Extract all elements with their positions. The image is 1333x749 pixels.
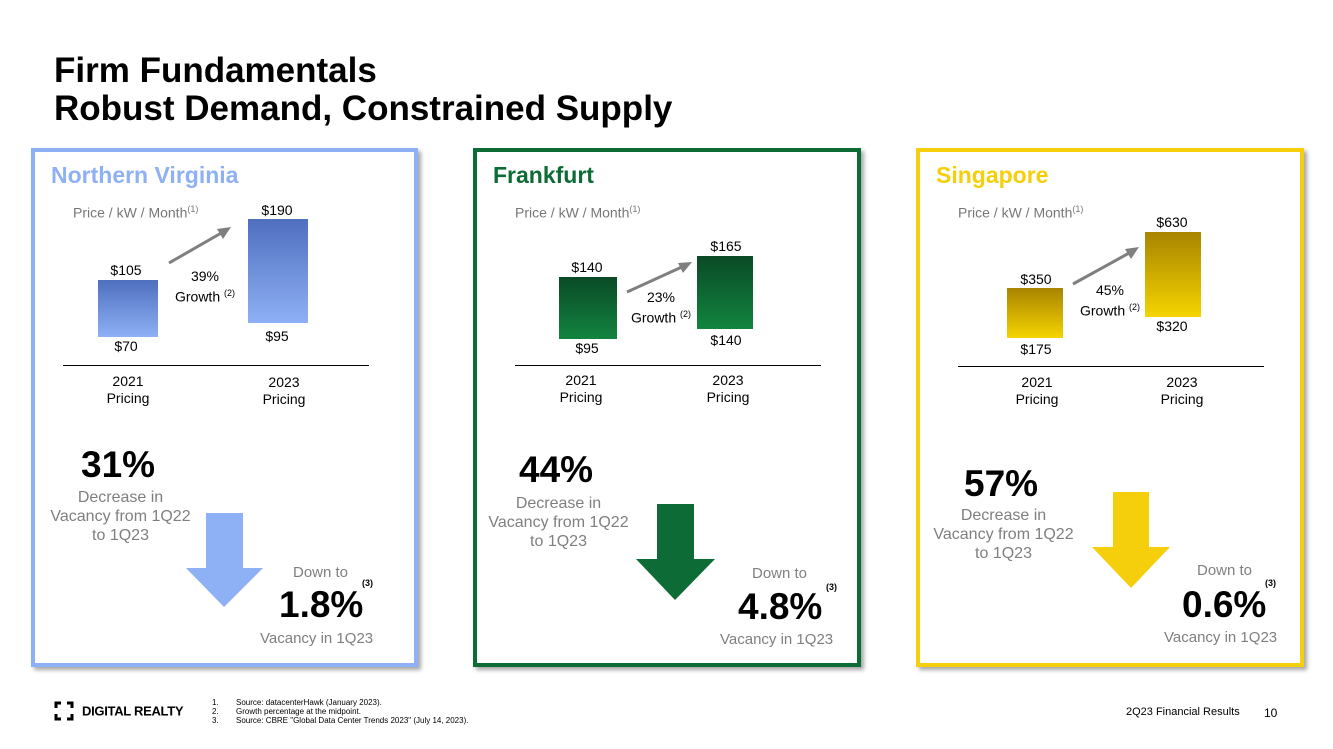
brand-logo: DIGITAL REALTY: [54, 701, 184, 721]
brand-name: DIGITAL REALTY: [82, 703, 184, 719]
bar-2021-high-label: $350: [1020, 271, 1052, 287]
vacancy-value: 1.8%: [279, 584, 364, 625]
bar-2021-low-label: $175: [1020, 341, 1052, 357]
bar-2021-low-label: $95: [575, 340, 599, 356]
down-arrow-icon: [636, 504, 715, 600]
decrease-text: Decrease in Vacancy from 1Q22 to 1Q23: [50, 489, 191, 544]
vacancy-label: Vacancy in 1Q23: [1164, 629, 1278, 646]
down-to-label: Down to: [293, 564, 349, 581]
axis-line: [958, 366, 1264, 367]
down-to-label: Down to: [752, 565, 808, 582]
vacancy-label: Vacancy in 1Q23: [260, 630, 374, 647]
axis-line: [515, 365, 821, 366]
decrease-pct: 44%: [519, 449, 594, 490]
vacancy-note: (3): [826, 582, 837, 592]
title-line-2: Robust Demand, Constrained Supply: [54, 89, 673, 128]
x-label-2021: 2021 Pricing: [559, 372, 603, 405]
vacancy-label: Vacancy in 1Q23: [720, 631, 834, 648]
footnote: 2. Growth percentage at the midpoint.: [212, 707, 361, 716]
vacancy-note: (3): [1265, 578, 1276, 588]
growth-text: 23% Growth (2): [626, 289, 696, 327]
bar-2021-low-label: $70: [114, 338, 138, 354]
title-line-1: Firm Fundamentals: [54, 51, 377, 90]
bar-2021: [98, 280, 158, 337]
price-label: Price / kW / Month(1): [958, 204, 1084, 221]
page-title: Firm Fundamentals Robust Demand, Constra…: [54, 52, 672, 128]
footer-label: 2Q23 Financial Results: [1126, 706, 1240, 718]
growth-arrow-icon: [168, 227, 231, 265]
city-title: Frankfurt: [493, 162, 594, 188]
down-to-label: Down to: [1197, 562, 1253, 579]
bar-2023-low-label: $320: [1156, 318, 1188, 334]
x-label-2023: 2023 Pricing: [706, 372, 750, 405]
down-arrow-icon: [186, 513, 263, 607]
bar-2021: [559, 277, 617, 339]
x-label-2023: 2023 Pricing: [262, 374, 306, 407]
decrease-text: Decrease in Vacancy from 1Q22 to 1Q23: [933, 507, 1074, 562]
price-label: Price / kW / Month(1): [515, 204, 641, 221]
city-title: Northern Virginia: [51, 162, 239, 188]
x-label-2021: 2021 Pricing: [106, 373, 150, 406]
axis-line: [63, 365, 369, 366]
x-label-2021: 2021 Pricing: [1015, 374, 1059, 407]
down-arrow-icon: [1092, 492, 1170, 588]
growth-text: 45% Growth (2): [1075, 282, 1145, 320]
footnote: 1. Source: datacenterHawk (January 2023).: [212, 698, 382, 707]
growth-pct: 45%: [1095, 282, 1125, 298]
bar-2021-high-label: $105: [110, 262, 142, 278]
growth-arrow-icon: [626, 262, 692, 294]
vacancy-note: (3): [362, 578, 373, 588]
decrease-pct: 57%: [964, 463, 1039, 504]
vacancy-value: 4.8%: [738, 586, 823, 627]
footnote: 3. Source: CBRE "Global Data Center Trend…: [212, 716, 469, 725]
footnotes: 1. Source: datacenterHawk (January 2023).…: [212, 698, 468, 725]
bar-2023-low-label: $95: [265, 328, 289, 344]
bar-2023: [1145, 232, 1201, 317]
decrease-pct: 31%: [81, 444, 156, 485]
bar-2023-high-label: $190: [261, 202, 293, 218]
decrease-text: Decrease in Vacancy from 1Q22 to 1Q23: [488, 495, 629, 550]
growth-text: 39% Growth (2): [170, 268, 240, 306]
vacancy-value: 0.6%: [1182, 584, 1267, 625]
bar-2023-low-label: $140: [710, 332, 742, 348]
panel-northern-virginia: Northern Virginia Price / kW / Month(1) …: [31, 148, 418, 667]
page-number: 10: [1264, 706, 1278, 720]
bar-2021-high-label: $140: [571, 259, 603, 275]
city-title: Singapore: [936, 162, 1049, 188]
growth-pct: 39%: [190, 268, 220, 284]
panel-frankfurt: Frankfurt Price / kW / Month(1) $140 $95…: [473, 148, 861, 667]
panel-singapore: Singapore Price / kW / Month(1) $350 $17…: [916, 148, 1304, 667]
bar-2023: [248, 219, 308, 323]
growth-pct: 23%: [646, 289, 676, 305]
x-label-2023: 2023 Pricing: [1160, 374, 1204, 407]
price-label: Price / kW / Month(1): [73, 204, 199, 221]
bar-2023-high-label: $165: [710, 238, 742, 254]
bar-2021: [1007, 288, 1063, 338]
bar-2023-high-label: $630: [1156, 214, 1188, 230]
growth-arrow-icon: [1072, 247, 1139, 286]
bracket-logo-icon: [54, 701, 74, 721]
bar-2023: [697, 256, 753, 329]
